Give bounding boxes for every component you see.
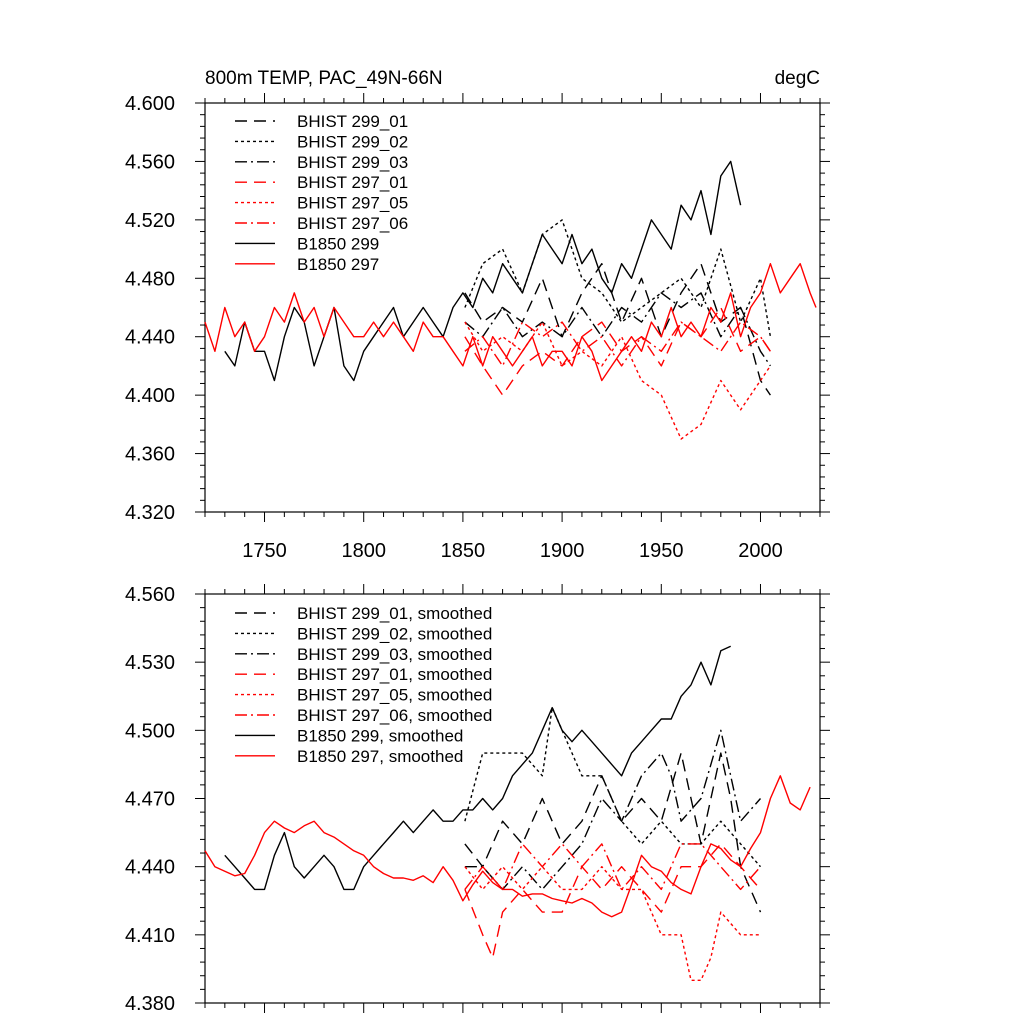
- series-line-2: [464, 219, 772, 337]
- series-line-6: [464, 321, 771, 367]
- legend-label: B1850 299: [297, 234, 379, 253]
- series-line-4: [464, 843, 762, 959]
- legend-label: BHIST 297_01: [297, 173, 408, 192]
- y-tick-label: 4.380: [125, 993, 175, 1015]
- top-chart-panel: 1750 1800 1850 1900 1950 2000 4.320 4.360 4.400 4…: [125, 93, 830, 562]
- bottom-chart-panel: 4.380 4.410 4.440 4.470 4.500 4.530 4.560 BHIST…: [125, 584, 830, 1015]
- series-line-3: [464, 729, 762, 891]
- y-tick-label: 4.560: [125, 151, 175, 173]
- legend-label: B1850 297: [297, 255, 379, 274]
- series-line-7: [224, 160, 742, 382]
- y-tick-label: 4.440: [125, 857, 175, 879]
- legend-label: BHIST 299_01: [297, 112, 408, 131]
- y-tick-label: 4.440: [125, 327, 175, 349]
- x-tick-label: 1850: [441, 540, 486, 562]
- legend-label: BHIST 297_01, smoothed: [297, 665, 492, 684]
- series-line-1: [464, 752, 762, 913]
- legend-label: B1850 299, smoothed: [297, 726, 463, 745]
- series-line-2: [464, 706, 762, 868]
- x-tick-label: 1950: [639, 540, 684, 562]
- x-tick-label: 2000: [738, 540, 783, 562]
- plot-frame: [204, 102, 821, 513]
- y-tick-label: 4.530: [125, 652, 175, 674]
- legend-label: BHIST 297_06, smoothed: [297, 706, 492, 725]
- x-tick-label: 1750: [242, 540, 287, 562]
- y-tick-label: 4.410: [125, 925, 175, 947]
- legend-label: BHIST 297_05: [297, 194, 408, 213]
- series-line-5: [464, 321, 771, 440]
- series-line-1: [464, 263, 771, 396]
- legend-label: BHIST 299_02, smoothed: [297, 624, 492, 643]
- legend-label: B1850 297, smoothed: [297, 747, 463, 766]
- y-tick-label: 4.360: [125, 444, 175, 466]
- top-chart-units: degC: [775, 68, 820, 89]
- y-tick-label: 4.470: [125, 789, 175, 811]
- x-tick-label: 1900: [540, 540, 585, 562]
- y-tick-label: 4.600: [125, 93, 175, 115]
- y-tick-label: 4.320: [125, 502, 175, 524]
- y-tick-label: 4.400: [125, 385, 175, 407]
- legend-label: BHIST 299_01, smoothed: [297, 604, 492, 623]
- x-tick-label: 1800: [341, 540, 386, 562]
- top-chart-title: 800m TEMP, PAC_49N-66N: [205, 68, 443, 89]
- y-tick-label: 4.480: [125, 268, 175, 290]
- y-tick-label: 4.500: [125, 720, 175, 742]
- legend-label: BHIST 299_03, smoothed: [297, 645, 492, 664]
- legend-label: BHIST 297_06: [297, 214, 408, 233]
- series-line-8: [204, 263, 817, 382]
- series-line-8: [204, 775, 811, 918]
- legend-label: BHIST 299_02: [297, 132, 408, 151]
- legend-label: BHIST 299_03: [297, 153, 408, 172]
- y-tick-label: 4.560: [125, 584, 175, 606]
- series-line-5: [464, 866, 761, 981]
- legend-label: BHIST 297_05, smoothed: [297, 686, 492, 705]
- series-line-6: [464, 843, 762, 891]
- series-line-3: [464, 292, 771, 367]
- series-line-7: [224, 645, 731, 891]
- y-tick-label: 4.520: [125, 210, 175, 232]
